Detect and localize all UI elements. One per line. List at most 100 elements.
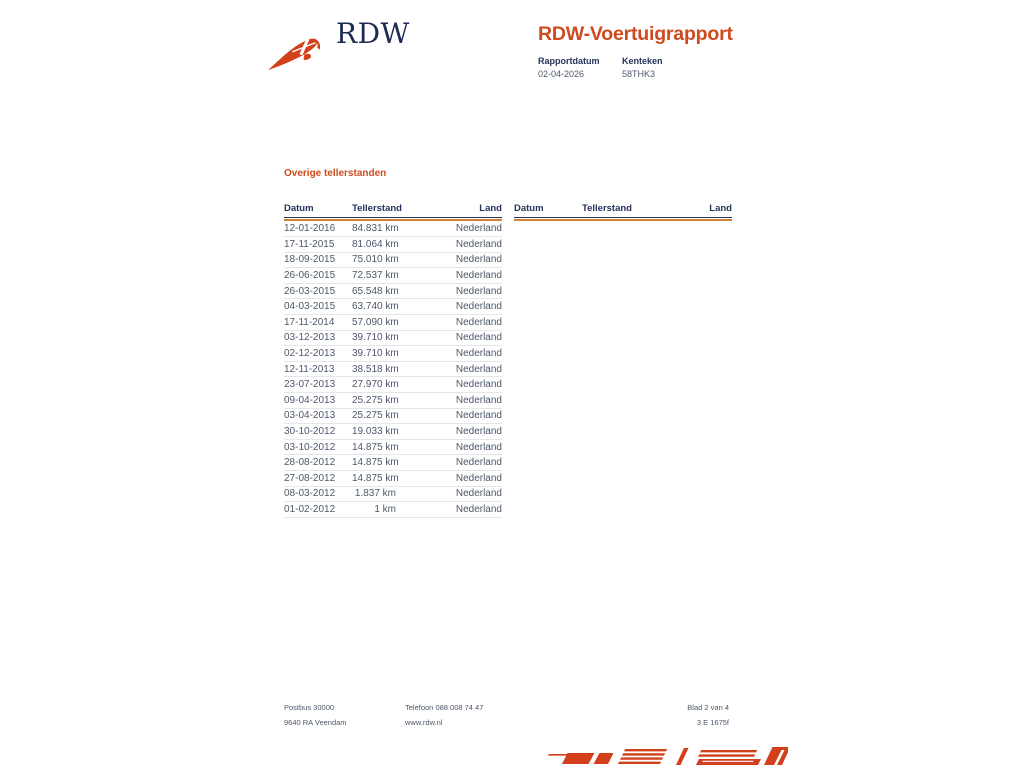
rdw-wing-icon (268, 38, 321, 71)
cell-land: Nederland (455, 285, 502, 297)
table-row: 03-10-2012 14.875 km Nederland (284, 440, 502, 456)
table-row: 30-10-2012 19.033 km Nederland (284, 424, 502, 440)
cell-datum: 18-09-2015 (284, 254, 336, 266)
cell-datum: 27-08-2012 (284, 472, 336, 484)
table-row: 09-04-2013 25.275 km Nederland (284, 393, 502, 409)
column-header-datum: Datum (284, 203, 314, 214)
column-header-datum: Datum (514, 203, 544, 214)
table-row: 02-12-2013 39.710 km Nederland (284, 346, 502, 362)
table-row: 03-04-2013 25.275 km Nederland (284, 409, 502, 425)
cell-tellerstand: 25.275 km (352, 394, 399, 406)
footer-page-info: Blad 2 van 4 3 E 1675f (687, 700, 729, 730)
kenteken-field: Kenteken 58THK3 (622, 56, 663, 79)
cell-land: Nederland (455, 379, 502, 391)
cell-tellerstand: 14.875 km (352, 472, 399, 484)
table-row: 12-01-2016 84.831 km Nederland (284, 222, 502, 238)
table-header-row: Datum Tellerstand Land (514, 203, 732, 218)
cell-datum: 23-07-2013 (284, 379, 336, 391)
cell-land: Nederland (455, 238, 502, 250)
footer-phone: Telefoon 088 008 74 47 (405, 703, 484, 712)
table-row: 08-03-2012 1.837 km Nederland (284, 487, 502, 503)
cell-land: Nederland (455, 270, 502, 282)
footer-form-code: 3 E 1675f (696, 718, 729, 727)
cell-tellerstand: 72.537 km (352, 270, 399, 282)
footer-page-indicator: Blad 2 van 4 (687, 703, 729, 712)
cell-tellerstand: 81.064 km (352, 238, 399, 250)
cell-datum: 12-11-2013 (284, 363, 335, 375)
cell-land: Nederland (455, 488, 502, 500)
footer-address: Postbus 30000 9640 RA Veendam (284, 700, 347, 730)
cell-land: Nederland (455, 394, 502, 406)
table-row: 17-11-2015 81.064 km Nederland (284, 237, 502, 253)
table-row: 26-03-2015 65.548 km Nederland (284, 284, 502, 300)
cell-tellerstand: 14.875 km (352, 457, 399, 469)
cell-land: Nederland (455, 410, 502, 422)
cell-datum: 17-11-2014 (284, 316, 335, 328)
cell-datum: 08-03-2012 (284, 488, 336, 500)
cell-datum: 04-03-2015 (284, 301, 336, 313)
header-orange-rule (514, 219, 732, 221)
cell-datum: 09-04-2013 (284, 394, 336, 406)
cell-land: Nederland (455, 472, 502, 484)
cell-tellerstand: 1 km (374, 503, 396, 515)
cell-land: Nederland (455, 316, 502, 328)
table-body: 12-01-2016 84.831 km Nederland 17-11-201… (284, 222, 502, 518)
odometer-table-left: Datum Tellerstand Land 12-01-2016 84.831… (284, 203, 502, 518)
rapportdatum-label: Rapportdatum (538, 56, 600, 66)
cell-datum: 02-12-2013 (284, 348, 336, 360)
kenteken-value: 58THK3 (622, 69, 656, 79)
cell-tellerstand: 38.518 km (352, 363, 399, 375)
cell-datum: 26-03-2015 (284, 285, 336, 297)
table-row: 23-07-2013 27.970 km Nederland (284, 377, 502, 394)
rdw-wordmark: RDW (336, 17, 410, 50)
odometer-table-right: Datum Tellerstand Land (514, 203, 732, 518)
cell-datum: 03-10-2012 (284, 441, 336, 453)
rdw-stripes-graphic (548, 747, 788, 765)
cell-datum: 17-11-2015 (284, 238, 335, 250)
cell-land: Nederland (455, 223, 502, 235)
table-row: 04-03-2015 63.740 km Nederland (284, 299, 502, 316)
table-header-row: Datum Tellerstand Land (284, 203, 502, 218)
rapportdatum-value: 02-04-2026 (538, 69, 585, 79)
cell-land: Nederland (455, 301, 502, 313)
cell-datum: 01-02-2012 (284, 503, 336, 515)
cell-tellerstand: 25.275 km (352, 410, 399, 422)
table-row: 18-09-2015 75.010 km Nederland (284, 253, 502, 269)
cell-tellerstand: 1.837 km (354, 488, 396, 500)
table-row: 17-11-2014 57.090 km Nederland (284, 315, 502, 331)
cell-datum: 30-10-2012 (284, 426, 336, 438)
cell-land: Nederland (455, 254, 502, 266)
column-header-tellerstand: Tellerstand (352, 203, 402, 214)
column-header-tellerstand: Tellerstand (582, 203, 632, 214)
table-row: 27-08-2012 14.875 km Nederland (284, 471, 502, 487)
cell-datum: 03-04-2013 (284, 410, 336, 422)
cell-land: Nederland (455, 348, 502, 360)
cell-tellerstand: 39.710 km (352, 332, 399, 344)
cell-tellerstand: 14.875 km (352, 441, 399, 453)
table-row: 28-08-2012 14.875 km Nederland (284, 455, 502, 471)
cell-datum: 28-08-2012 (284, 457, 336, 469)
cell-tellerstand: 75.010 km (352, 254, 399, 266)
cell-land: Nederland (455, 503, 502, 515)
report-title: RDW-Voertuigrapport (538, 23, 733, 45)
table-row: 03-12-2013 39.710 km Nederland (284, 331, 502, 347)
section-heading: Overige tellerstanden (284, 168, 387, 179)
report-meta: Rapportdatum 02-04-2026 Kenteken 58THK3 (538, 56, 663, 79)
cell-land: Nederland (455, 332, 502, 344)
cell-datum: 26-06-2015 (284, 270, 336, 282)
rapportdatum-field: Rapportdatum 02-04-2026 (538, 56, 622, 79)
cell-tellerstand: 39.710 km (352, 348, 399, 360)
table-row: 26-06-2015 72.537 km Nederland (284, 268, 502, 284)
cell-datum: 03-12-2013 (284, 332, 336, 344)
odometer-tables: Datum Tellerstand Land 12-01-2016 84.831… (284, 203, 732, 518)
cell-tellerstand: 27.970 km (352, 379, 399, 391)
table-row: 01-02-2012 1 km Nederland (284, 502, 502, 518)
cell-tellerstand: 65.548 km (352, 285, 399, 297)
cell-land: Nederland (455, 441, 502, 453)
table-row: 12-11-2013 38.518 km Nederland (284, 362, 502, 378)
footer-website[interactable]: www.rdw.nl (405, 718, 443, 727)
footer-postbus: Postbus 30000 (284, 703, 335, 712)
cell-land: Nederland (455, 457, 502, 469)
cell-tellerstand: 19.033 km (352, 426, 399, 438)
